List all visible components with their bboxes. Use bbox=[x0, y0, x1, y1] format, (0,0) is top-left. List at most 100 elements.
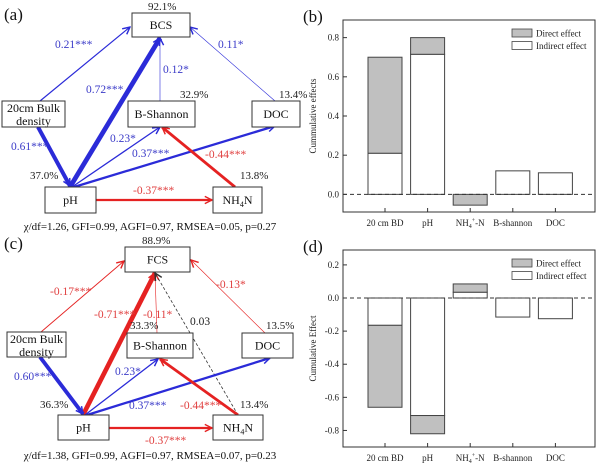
node-label: FCS bbox=[147, 253, 168, 267]
node-ph: pH 36.3% bbox=[40, 399, 110, 441]
node-doc: DOC 13.5% bbox=[241, 320, 294, 359]
path-arrow-bd-to-top bbox=[40, 261, 124, 333]
node-label: 20cm Bulk bbox=[10, 332, 63, 346]
path-coefficient-label: 0.21*** bbox=[55, 39, 93, 51]
node-box bbox=[1, 100, 66, 128]
node-box bbox=[6, 331, 67, 358]
y-axis-label: Cummulative effects bbox=[308, 78, 318, 154]
bar-indirect-effect bbox=[367, 297, 403, 326]
path-arrow-nh-to-top bbox=[155, 273, 239, 416]
explained-variance: 88.9% bbox=[142, 235, 170, 247]
model-fit-stats: χ/df=1.38, GFI=0.99, AGFI=0.97, RMSEA=0.… bbox=[23, 450, 277, 462]
path-coefficient-label: -0.71*** bbox=[94, 309, 135, 321]
path-arrow-ph-to-bs bbox=[84, 359, 158, 416]
path-coefficient-label: 0.23* bbox=[110, 133, 136, 145]
path-coefficient-label: 0.60*** bbox=[14, 371, 52, 383]
path-arrow-bd-to-ph bbox=[36, 126, 72, 186]
path-coefficient-label: -0.44*** bbox=[205, 149, 246, 161]
node-box bbox=[124, 246, 191, 273]
node-top: FCS 88.9% bbox=[124, 235, 191, 273]
bar-chart-b: (b) 0.0 0.2 0.4 0.6 0.8 Cummulative effects 20 … bbox=[303, 7, 596, 230]
bar-indirect-effect bbox=[452, 291, 488, 299]
y-tick-label: 0.2 bbox=[328, 150, 339, 160]
path-coefficient-label: -0.44*** bbox=[180, 400, 221, 412]
path-arrow-ph-to-bs bbox=[71, 127, 160, 188]
node-box bbox=[126, 332, 194, 359]
x-tick-label: DOC bbox=[546, 453, 565, 463]
node-bs: B-Shannon 32.9% bbox=[127, 89, 208, 128]
x-tick-label: pH bbox=[422, 453, 434, 463]
x-tick-label: B-shannon bbox=[493, 218, 532, 228]
node-box bbox=[131, 12, 191, 38]
y-tick-label: 0.0 bbox=[328, 189, 340, 199]
y-tick-label: -0.6 bbox=[325, 392, 340, 402]
node-bs: B-Shannon 33.3% bbox=[126, 320, 194, 359]
legend-swatch bbox=[511, 258, 533, 268]
node-box bbox=[44, 186, 97, 214]
legend-label: Indirect effect bbox=[536, 41, 587, 51]
path-coefficient-label: 0.03 bbox=[190, 316, 210, 328]
legend-label: Indirect effect bbox=[536, 271, 587, 281]
node-label: B-Shannon bbox=[133, 339, 187, 353]
path-coefficient-label: 0.12* bbox=[163, 64, 189, 76]
path-coefficient-label: -0.11* bbox=[143, 309, 173, 321]
explained-variance: 32.9% bbox=[180, 89, 208, 101]
node-label: 20cm Bulk bbox=[7, 101, 60, 115]
path-arrow-nh-to-bs bbox=[160, 357, 239, 417]
node-ph: pH 37.0% bbox=[30, 170, 97, 214]
y-tick-label: -0.2 bbox=[325, 326, 339, 336]
node-label: pH bbox=[63, 193, 78, 207]
explained-variance: 13.5% bbox=[266, 320, 294, 332]
bar-direct-effect bbox=[367, 56, 403, 154]
path-arrow-ph-to-top bbox=[67, 38, 163, 189]
node-box bbox=[251, 100, 301, 128]
path-coefficient-label: 0.37*** bbox=[132, 148, 170, 160]
node-nh: NH4N 13.4% bbox=[212, 399, 268, 441]
bar-direct-effect bbox=[367, 324, 403, 408]
bar-indirect-effect bbox=[410, 297, 446, 417]
node-label: BCS bbox=[150, 18, 173, 32]
path-coefficient-label: -0.13* bbox=[216, 279, 246, 291]
bar-direct-effect bbox=[452, 283, 488, 293]
node-doc: DOC 13.4% bbox=[251, 89, 307, 128]
bar-indirect-effect bbox=[495, 170, 531, 195]
explained-variance: 13.4% bbox=[279, 89, 307, 101]
model-fit-stats: χ/df=1.26, GFI=0.99, AGFI=0.97, RMSEA=0.… bbox=[23, 221, 277, 233]
y-tick-label: 0.6 bbox=[328, 72, 340, 82]
legend-label: Direct effect bbox=[536, 29, 582, 39]
x-tick-label: 20 cm BD bbox=[367, 453, 404, 463]
y-axis-label: Cumulative Effect bbox=[308, 315, 318, 382]
path-coefficient-label: 0.11* bbox=[218, 39, 244, 51]
path-diagram-a: (a) 0.21*** 0.72*** 0.12* 0.11* 0.61*** 0.23* 0… bbox=[1, 1, 307, 233]
y-tick-label: 0.2 bbox=[328, 260, 339, 270]
explained-variance: 33.3% bbox=[130, 320, 158, 332]
panel-label: (a) bbox=[4, 5, 23, 24]
bar-chart-d: (d) -0.8 -0.6 -0.4 -0.2 0.0 0.2 Cumulative Effe… bbox=[303, 237, 596, 465]
x-tick-label: pH bbox=[422, 218, 434, 228]
node-label: density bbox=[16, 114, 51, 128]
path-arrow-doc-to-top bbox=[191, 260, 266, 334]
node-box bbox=[212, 186, 263, 214]
bar-indirect-effect bbox=[537, 297, 573, 320]
node-label: NH4N bbox=[222, 193, 252, 209]
explained-variance: 13.8% bbox=[240, 170, 268, 182]
bar-indirect-effect bbox=[410, 53, 446, 195]
path-coefficient-label: -0.37*** bbox=[133, 185, 174, 197]
node-box bbox=[127, 100, 196, 128]
path-coefficient-label: 0.72*** bbox=[86, 84, 124, 96]
bar-direct-effect bbox=[410, 415, 446, 435]
node-label: pH bbox=[76, 421, 91, 435]
path-arrow-ph-to-doc bbox=[86, 358, 270, 417]
path-coefficient-label: 0.61*** bbox=[11, 141, 49, 153]
node-box bbox=[212, 414, 264, 441]
node-label: NH4N bbox=[223, 421, 253, 437]
path-coefficient-label: -0.37*** bbox=[145, 435, 186, 447]
x-tick-label: DOC bbox=[546, 218, 565, 228]
x-tick-label: 20 cm BD bbox=[367, 218, 404, 228]
legend-swatch bbox=[511, 271, 533, 280]
y-tick-label: 0.0 bbox=[328, 293, 340, 303]
x-tick-label: NH4+-N bbox=[456, 453, 485, 465]
